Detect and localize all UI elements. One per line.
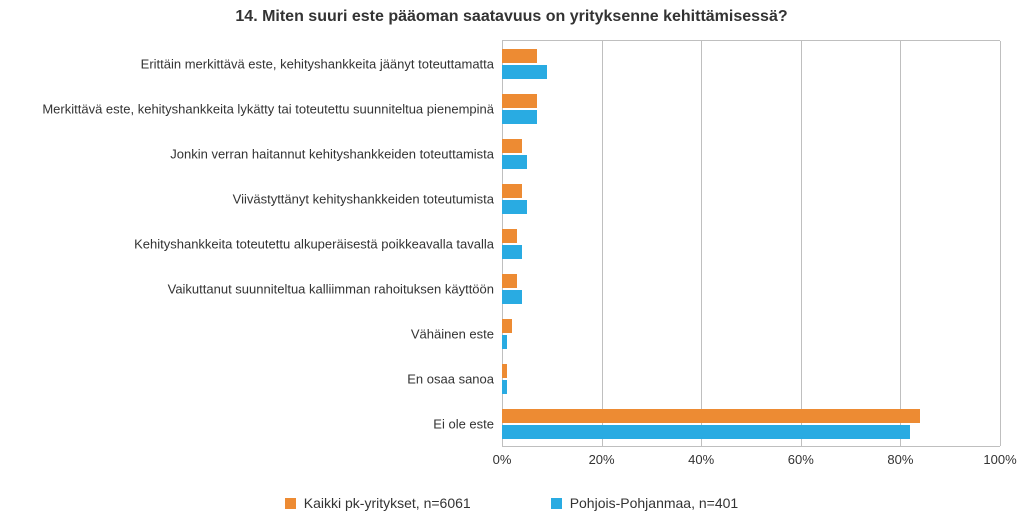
legend-item: Pohjois-Pohjanmaa, n=401	[551, 495, 739, 511]
gridline	[701, 41, 702, 446]
bar	[502, 335, 507, 349]
gridline	[1000, 41, 1001, 446]
bar	[502, 364, 507, 378]
bar	[502, 139, 522, 153]
x-tick-label: 20%	[589, 446, 615, 467]
legend-item: Kaikki pk-yritykset, n=6061	[285, 495, 471, 511]
gridline	[900, 41, 901, 446]
bar	[502, 49, 537, 63]
bar	[502, 319, 512, 333]
bar	[502, 380, 507, 394]
y-category-label: Vaikuttanut suunniteltua kalliimman raho…	[168, 281, 502, 296]
x-tick-label: 60%	[788, 446, 814, 467]
x-tick-label: 40%	[688, 446, 714, 467]
legend-swatch	[285, 498, 296, 509]
x-tick-label: 0%	[493, 446, 512, 467]
y-category-label: Ei ole este	[433, 416, 502, 431]
legend-label: Kaikki pk-yritykset, n=6061	[304, 495, 471, 511]
bar	[502, 110, 537, 124]
legend: Kaikki pk-yritykset, n=6061 Pohjois-Pohja…	[0, 495, 1023, 511]
bar	[502, 155, 527, 169]
bar	[502, 184, 522, 198]
bar	[502, 274, 517, 288]
x-tick-label: 80%	[887, 446, 913, 467]
gridline	[602, 41, 603, 446]
y-category-label: Kehityshankkeita toteutettu alkuperäises…	[134, 236, 502, 251]
bar	[502, 425, 910, 439]
bar	[502, 94, 537, 108]
bar	[502, 229, 517, 243]
y-category-label: Vähäinen este	[411, 326, 502, 341]
bar	[502, 245, 522, 259]
y-category-label: Jonkin verran haitannut kehityshankkeide…	[170, 146, 502, 161]
y-category-label: Merkittävä este, kehityshankkeita lykätt…	[42, 101, 502, 116]
legend-swatch	[551, 498, 562, 509]
bar	[502, 200, 527, 214]
legend-label: Pohjois-Pohjanmaa, n=401	[570, 495, 739, 511]
bar	[502, 65, 547, 79]
bar	[502, 409, 920, 423]
chart-root: 14. Miten suuri este pääoman saatavuus o…	[0, 0, 1023, 523]
chart-title: 14. Miten suuri este pääoman saatavuus o…	[0, 8, 1023, 26]
gridline	[801, 41, 802, 446]
plot-area: 0%20%40%60%80%100%Erittäin merkittävä es…	[502, 40, 1000, 447]
y-category-label: Erittäin merkittävä este, kehityshankkei…	[141, 56, 502, 71]
bar	[502, 290, 522, 304]
y-category-label: En osaa sanoa	[407, 371, 502, 386]
x-tick-label: 100%	[983, 446, 1016, 467]
y-category-label: Viivästyttänyt kehityshankkeiden toteutu…	[233, 191, 502, 206]
